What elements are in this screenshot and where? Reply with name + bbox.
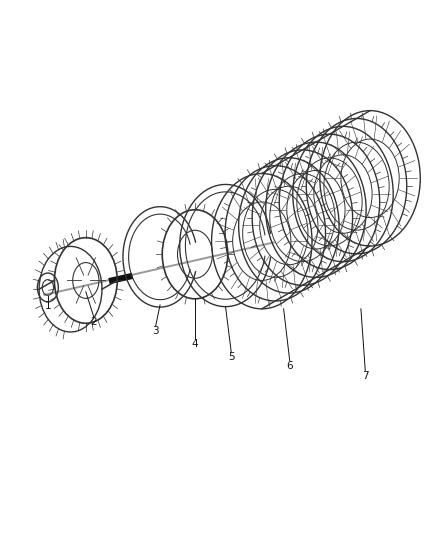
Text: 1: 1 [45,301,51,311]
Text: 6: 6 [286,361,293,371]
Text: 5: 5 [228,352,234,362]
Text: 2: 2 [90,317,97,327]
Text: 3: 3 [152,326,159,336]
Text: 4: 4 [192,339,198,349]
Text: 7: 7 [362,370,369,381]
